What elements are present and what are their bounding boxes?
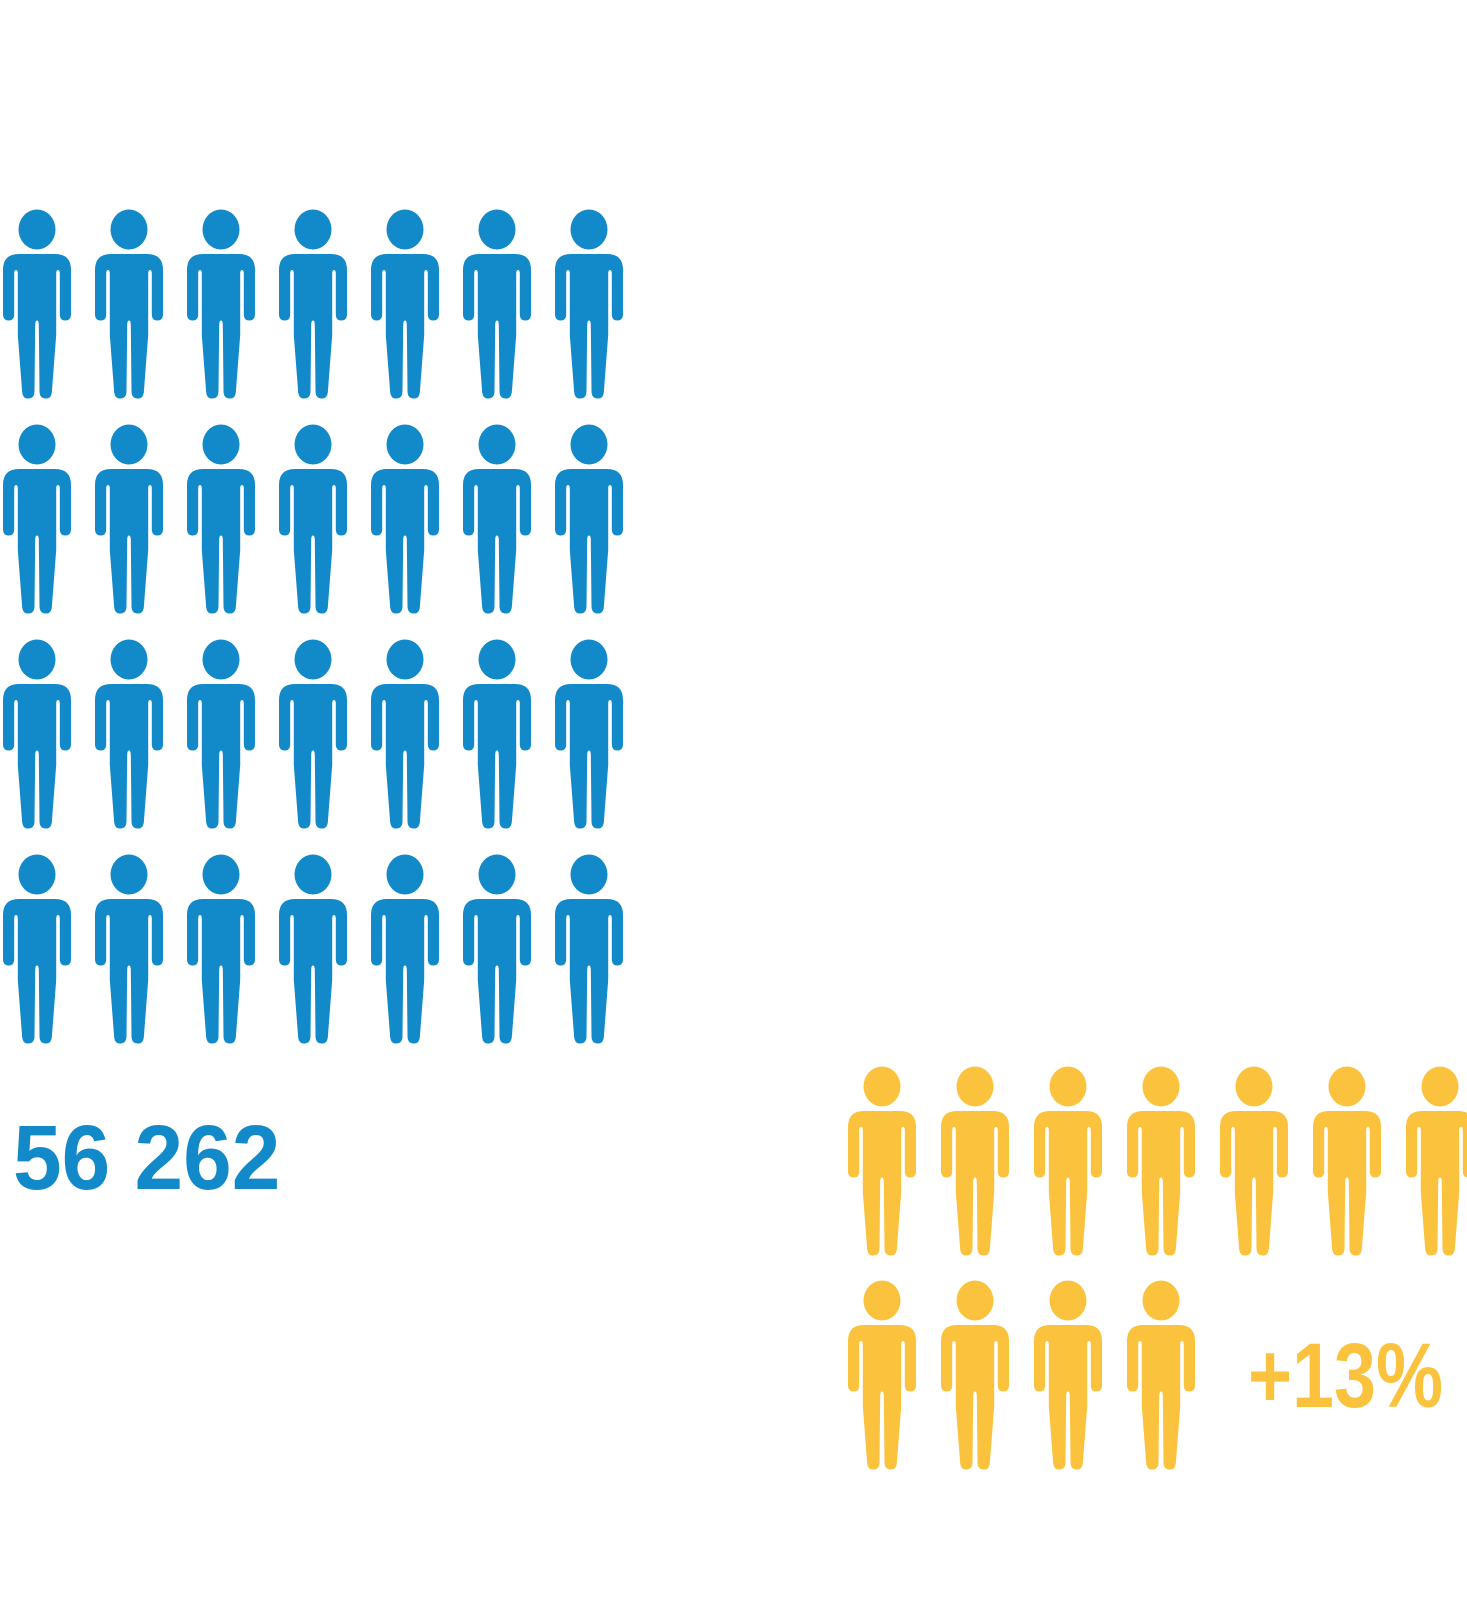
person-icon [279,639,347,829]
person-icon [941,1280,1009,1470]
person-icon [187,639,255,829]
person-icon [95,424,163,614]
person-icon [463,639,531,829]
person-icon [187,424,255,614]
person-icon [941,1066,1009,1256]
person-icon [371,424,439,614]
person-icon [371,639,439,829]
person-icon [187,854,255,1044]
person-icon [95,854,163,1044]
person-icon [848,1066,916,1256]
person-icon [95,639,163,829]
person-icon [555,854,623,1044]
person-icon [371,854,439,1044]
person-icon [3,209,71,399]
person-icon [463,424,531,614]
baseline-person-icon-grid [3,209,623,1044]
person-icon [1127,1280,1195,1470]
person-icon [187,209,255,399]
person-icon [371,209,439,399]
person-icon [463,209,531,399]
baseline-value-label: 56 262 [13,1107,281,1209]
person-icon [1406,1066,1467,1256]
person-icon [555,209,623,399]
person-icon [1220,1066,1288,1256]
increase-person-icon-grid [848,1066,1467,1470]
person-icon [3,854,71,1044]
person-icon [3,424,71,614]
person-icon [555,424,623,614]
increase-percent-label: +13% [1248,1325,1444,1427]
person-icon [463,854,531,1044]
person-icon [848,1280,916,1470]
person-icon [3,639,71,829]
person-icon [1313,1066,1381,1256]
person-icon [279,854,347,1044]
person-icon [1034,1066,1102,1256]
person-icon [279,209,347,399]
person-icon [1034,1280,1102,1470]
person-icon [1127,1066,1195,1256]
person-icon [555,639,623,829]
person-icon [279,424,347,614]
person-icon [95,209,163,399]
